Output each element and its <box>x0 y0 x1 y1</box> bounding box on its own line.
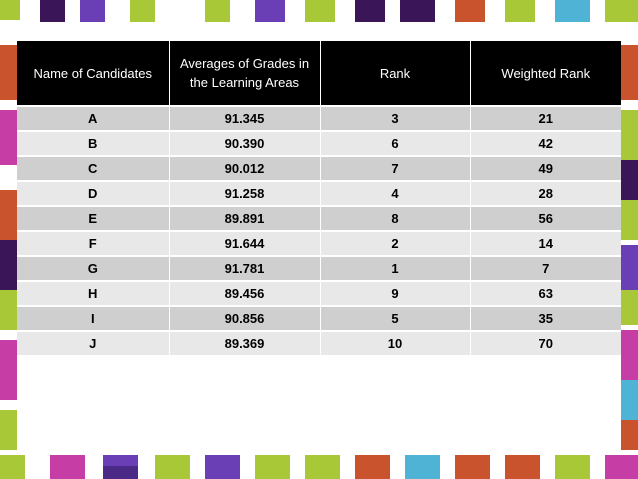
decorative-square <box>130 0 155 22</box>
header-averages: Averages of Grades in the Learning Areas <box>169 41 321 106</box>
cell-weighted-rank: 21 <box>470 105 621 131</box>
cell-name: H <box>17 280 170 306</box>
cell-name: B <box>17 130 170 156</box>
table-row: F 91.644 2 14 <box>17 230 621 256</box>
decorative-square <box>621 290 638 325</box>
cell-weighted-rank: 56 <box>470 205 621 231</box>
cell-weighted-rank: 28 <box>470 180 621 206</box>
cell-average: 89.891 <box>169 205 321 231</box>
cell-name: D <box>17 180 170 206</box>
decorative-square <box>305 455 340 479</box>
decorative-square <box>50 455 85 479</box>
decorative-square <box>505 455 540 479</box>
decorative-square <box>621 110 638 160</box>
cell-rank: 6 <box>320 130 471 156</box>
decorative-square <box>0 455 25 479</box>
cell-average: 90.856 <box>169 305 321 331</box>
decorative-square <box>621 420 638 450</box>
table-row: B 90.390 6 42 <box>17 130 621 156</box>
decorative-square <box>80 0 105 22</box>
decorative-square <box>621 245 638 290</box>
table-row: D 91.258 4 28 <box>17 180 621 206</box>
cell-rank: 5 <box>320 305 471 331</box>
cell-name: C <box>17 155 170 181</box>
decorative-square <box>621 330 638 380</box>
header-rank: Rank <box>320 41 471 106</box>
decorative-square <box>205 455 240 479</box>
decorative-square <box>0 240 17 290</box>
cell-name: G <box>17 255 170 281</box>
decorative-square <box>555 0 590 22</box>
decorative-square <box>400 0 435 22</box>
cell-average: 90.012 <box>169 155 321 181</box>
cell-weighted-rank: 42 <box>470 130 621 156</box>
cell-average: 91.644 <box>169 230 321 256</box>
header-weighted-rank: Weighted Rank <box>470 41 621 106</box>
cell-average: 91.258 <box>169 180 321 206</box>
cell-weighted-rank: 14 <box>470 230 621 256</box>
decorative-square <box>0 0 20 20</box>
decorative-square <box>103 466 138 479</box>
decorative-square <box>255 0 285 22</box>
cell-weighted-rank: 49 <box>470 155 621 181</box>
decorative-square <box>555 455 590 479</box>
decorative-square <box>0 45 17 100</box>
cell-average: 90.390 <box>169 130 321 156</box>
table-row: A 91.345 3 21 <box>17 105 621 131</box>
decorative-square <box>0 410 17 450</box>
decorative-square <box>621 200 638 240</box>
cell-name: I <box>17 305 170 331</box>
decorative-square <box>605 0 638 22</box>
table-header-row: Name of Candidates Averages of Grades in… <box>17 41 621 106</box>
decorative-square <box>505 0 535 22</box>
cell-average: 89.369 <box>169 330 321 355</box>
decorative-square <box>605 455 638 479</box>
decorative-square <box>155 455 190 479</box>
cell-name: E <box>17 205 170 231</box>
decorative-square <box>0 110 17 165</box>
cell-average: 91.781 <box>169 255 321 281</box>
decorative-square <box>305 0 335 22</box>
header-name: Name of Candidates <box>17 41 170 106</box>
decorative-square <box>621 160 638 200</box>
cell-rank: 3 <box>320 105 471 131</box>
cell-name: J <box>17 330 170 355</box>
decorative-square <box>405 455 440 479</box>
decorative-square <box>40 0 65 22</box>
cell-average: 89.456 <box>169 280 321 306</box>
table-row: G 91.781 1 7 <box>17 255 621 281</box>
cell-rank: 8 <box>320 205 471 231</box>
cell-weighted-rank: 35 <box>470 305 621 331</box>
cell-rank: 7 <box>320 155 471 181</box>
cell-average: 91.345 <box>169 105 321 131</box>
cell-name: A <box>17 105 170 131</box>
decorative-square <box>455 0 485 22</box>
cell-rank: 9 <box>320 280 471 306</box>
decorative-square <box>621 45 638 100</box>
table-row: E 89.891 8 56 <box>17 205 621 231</box>
table-row: C 90.012 7 49 <box>17 155 621 181</box>
table-row: H 89.456 9 63 <box>17 280 621 306</box>
cell-rank: 10 <box>320 330 471 355</box>
table-row: I 90.856 5 35 <box>17 305 621 331</box>
cell-rank: 1 <box>320 255 471 281</box>
decorative-square <box>621 380 638 420</box>
cell-weighted-rank: 70 <box>470 330 621 355</box>
cell-rank: 2 <box>320 230 471 256</box>
candidates-table: Name of Candidates Averages of Grades in… <box>17 41 621 355</box>
decorative-square <box>0 190 17 245</box>
decorative-square <box>355 455 390 479</box>
table-row: J 89.369 10 70 <box>17 330 621 355</box>
decorative-square <box>0 290 17 330</box>
cell-weighted-rank: 7 <box>470 255 621 281</box>
decorative-square <box>205 0 230 22</box>
table-body: A 91.345 3 21 B 90.390 6 42 C 90.012 7 49 D 91.258 4 28… <box>17 105 621 355</box>
decorative-square <box>255 455 290 479</box>
decorative-square <box>355 0 385 22</box>
cell-weighted-rank: 63 <box>470 280 621 306</box>
decorative-square <box>0 340 17 400</box>
cell-name: F <box>17 230 170 256</box>
decorative-square <box>455 455 490 479</box>
cell-rank: 4 <box>320 180 471 206</box>
